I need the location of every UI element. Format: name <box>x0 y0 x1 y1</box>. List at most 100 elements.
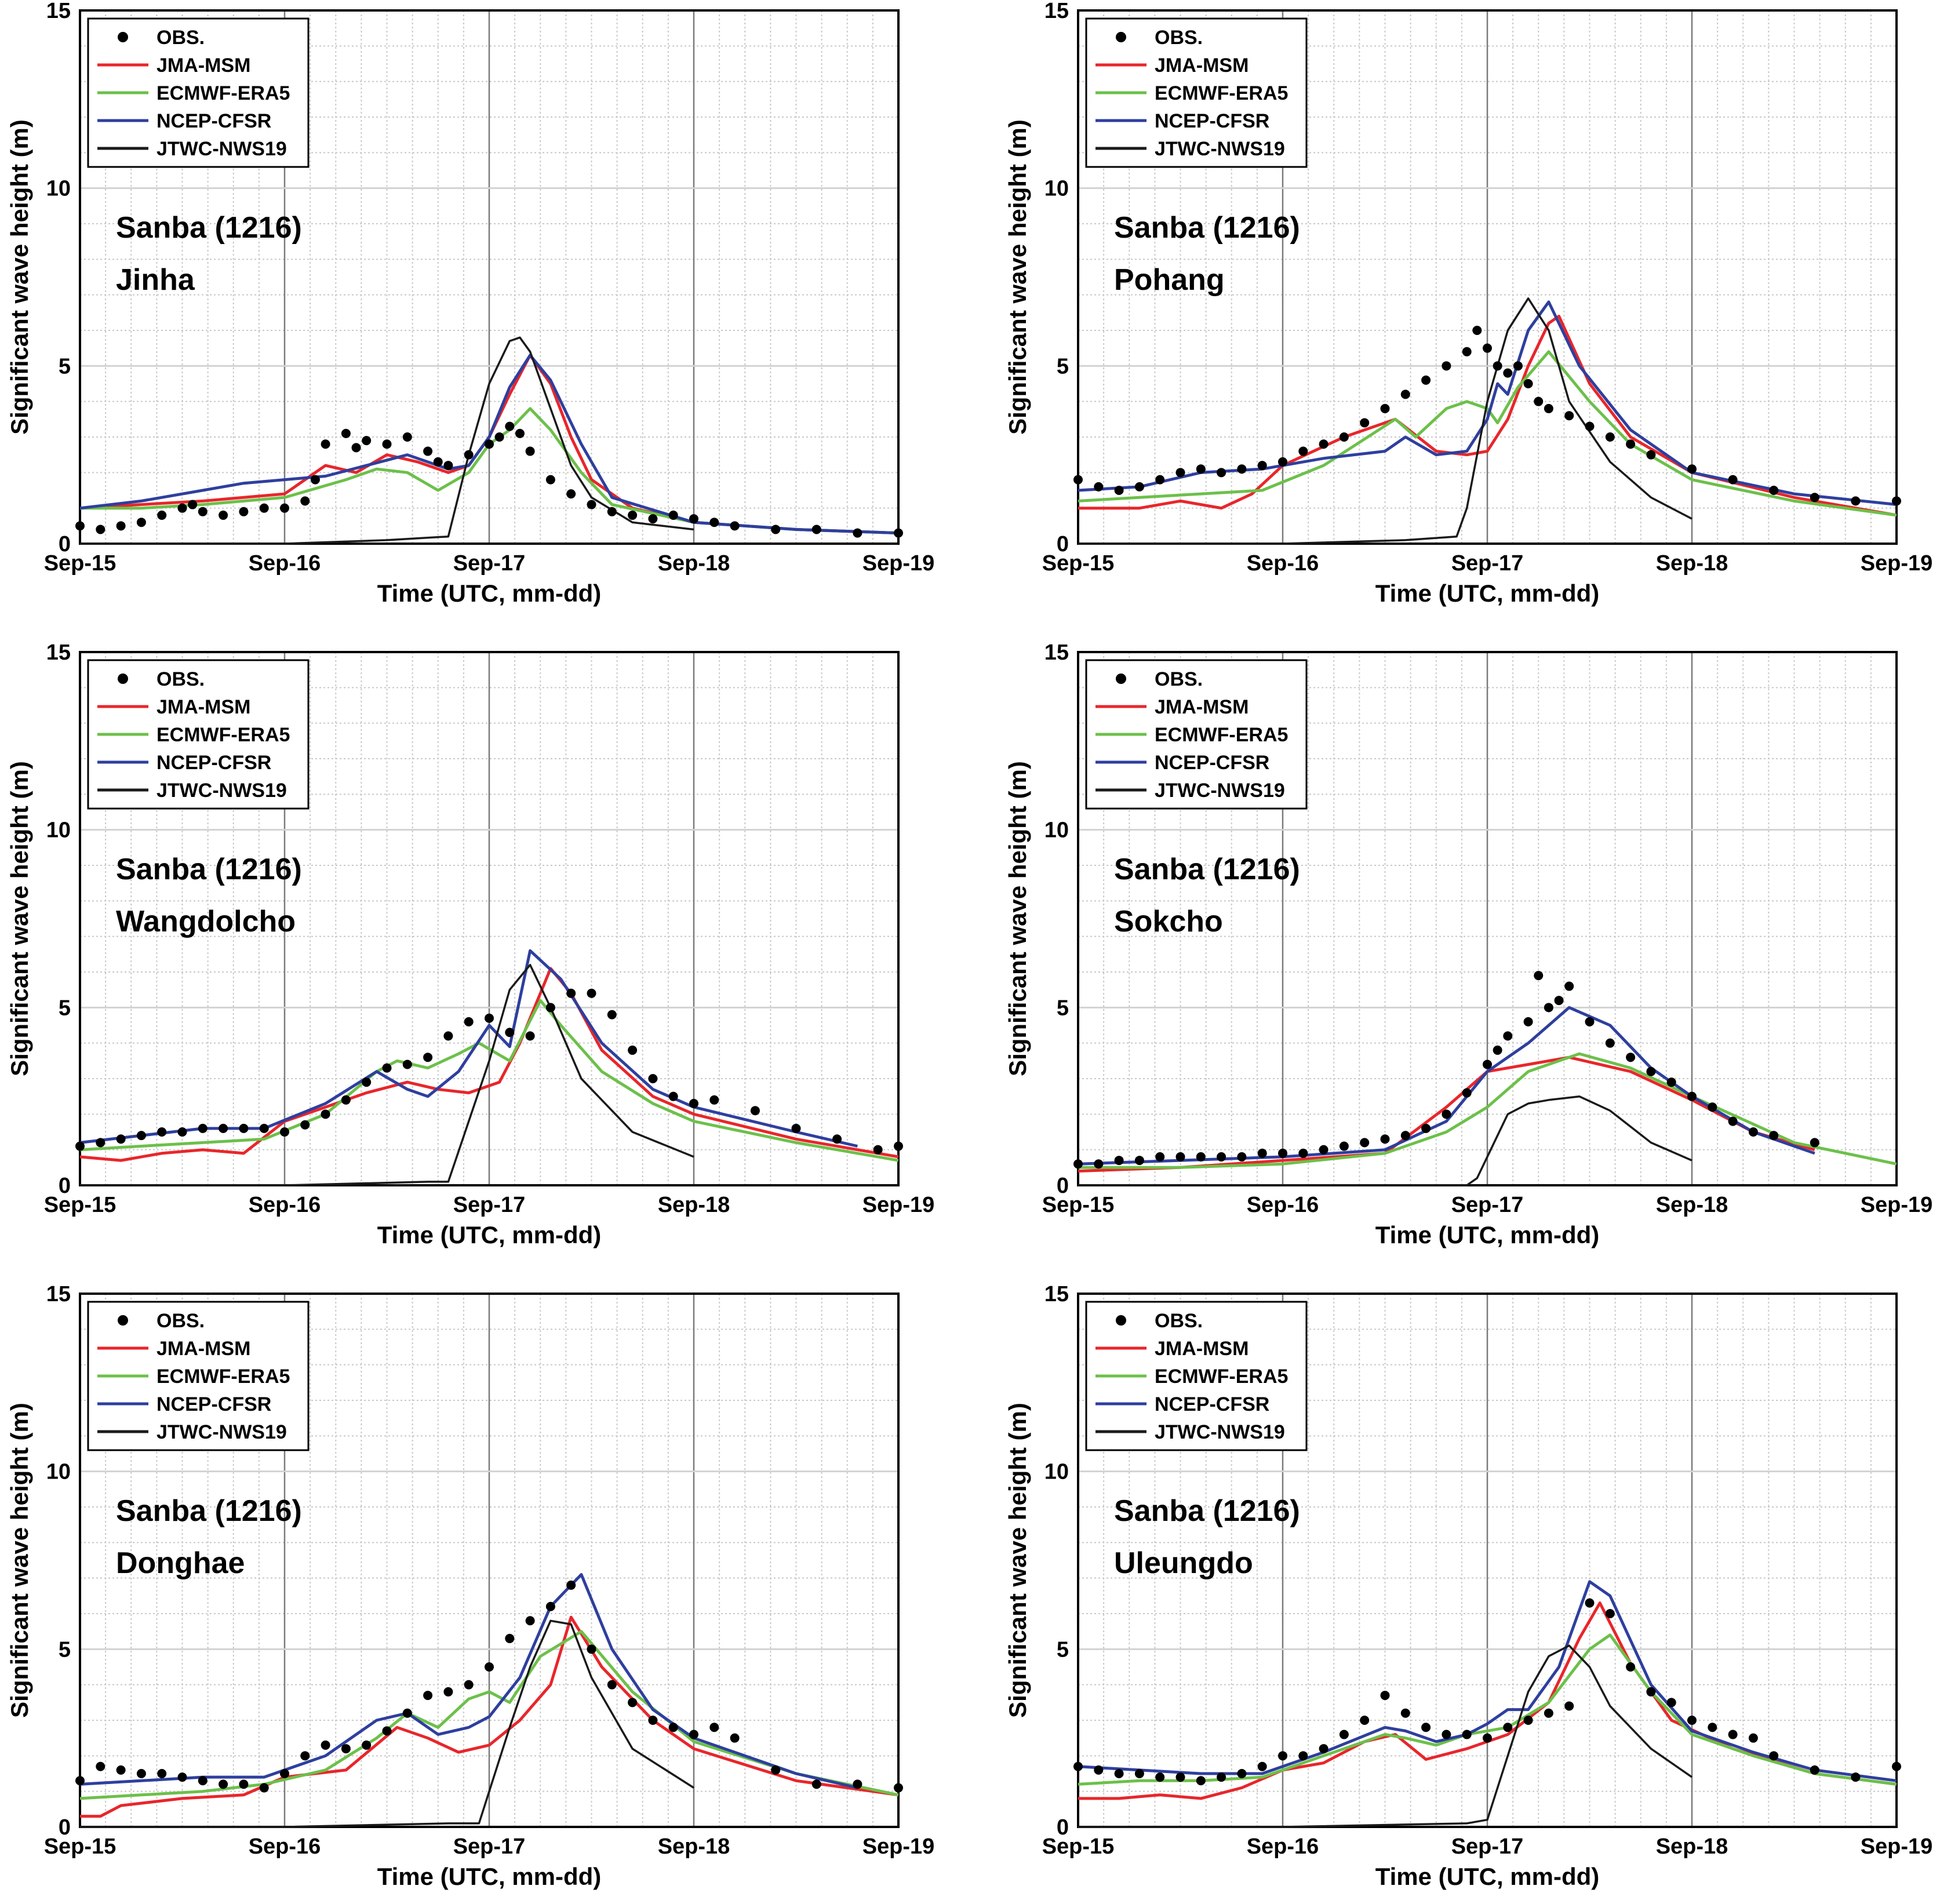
obs-point <box>198 1123 208 1133</box>
obs-point <box>280 503 289 513</box>
obs-point <box>811 525 821 534</box>
station-name: Jinha <box>116 263 195 297</box>
series-line-ncep-cfsr <box>79 949 858 1148</box>
obs-point <box>1462 1730 1472 1739</box>
obs-point <box>321 1740 330 1750</box>
obs-point <box>1666 1077 1676 1087</box>
x-tick-label: Sep-17 <box>453 551 526 576</box>
x-axis-label: Time (UTC, mm-dd) <box>1375 1863 1600 1890</box>
obs-point <box>1626 439 1636 449</box>
obs-point <box>505 1633 515 1643</box>
x-tick-label: Sep-17 <box>453 1193 526 1217</box>
legend-marker <box>1116 1315 1126 1326</box>
obs-point <box>1298 1751 1308 1761</box>
legend: OBS. JMA-MSM ECMWF-ERA5 NCEP-CFSR JTWC-NWS19 <box>87 1301 310 1451</box>
obs-point <box>668 1091 678 1101</box>
chart-panel-sokcho: Sep-15 Sep-16 Sep-17 Sep-18 Sep-19 0 5 10 15 Time… <box>1004 640 1932 1248</box>
obs-point <box>1155 1772 1165 1782</box>
obs-point <box>464 1680 474 1690</box>
obs-point <box>1554 996 1564 1006</box>
obs-point <box>1400 389 1410 399</box>
series-line-jtwc-nws19 <box>1078 297 1693 545</box>
obs-point <box>1339 1730 1349 1739</box>
series-line-ncep-cfsr <box>79 1573 858 1789</box>
obs-point <box>219 1123 228 1133</box>
y-tick-label: 5 <box>59 1637 71 1662</box>
x-tick-label: Sep-19 <box>1861 1834 1933 1859</box>
x-tick-label: Sep-17 <box>1451 551 1524 576</box>
obs-point <box>587 500 596 509</box>
obs-point <box>219 1779 228 1789</box>
legend-label: JTWC-NWS19 <box>156 138 287 160</box>
obs-point <box>811 1779 821 1789</box>
y-tick-label: 10 <box>1044 818 1069 843</box>
obs-point <box>1217 1152 1226 1162</box>
obs-point <box>1605 1038 1615 1048</box>
y-tick-label: 15 <box>1044 1282 1069 1306</box>
legend: OBS. JMA-MSM ECMWF-ERA5 NCEP-CFSR JTWC-NWS19 <box>87 17 310 168</box>
x-tick-label: Sep-19 <box>1861 551 1933 576</box>
series-line-jtwc-nws19 <box>80 1619 694 1828</box>
obs-point <box>1237 1769 1247 1778</box>
obs-point <box>310 475 320 485</box>
obs-point <box>1360 418 1370 428</box>
y-tick-label: 0 <box>1057 1174 1069 1198</box>
obs-point <box>116 521 126 531</box>
x-tick-label: Sep-15 <box>1042 1193 1115 1217</box>
obs-point <box>853 528 862 538</box>
obs-point <box>1073 1761 1083 1771</box>
obs-point <box>136 518 146 527</box>
obs-point <box>730 1733 740 1743</box>
obs-point <box>1810 493 1819 503</box>
legend-label: JTWC-NWS19 <box>1155 138 1285 160</box>
legend-label: OBS. <box>156 1310 205 1332</box>
obs-point <box>1810 1765 1819 1775</box>
y-axis-label: Significant wave height (m) <box>6 119 33 435</box>
typhoon-name: Sanba (1216) <box>1114 1494 1300 1528</box>
obs-point <box>1534 396 1544 406</box>
x-tick-label: Sep-16 <box>1247 1834 1319 1859</box>
obs-point <box>1319 1145 1328 1155</box>
legend-label: ECMWF-ERA5 <box>1155 724 1288 746</box>
obs-point <box>1073 475 1083 485</box>
x-tick-label: Sep-18 <box>658 1834 730 1859</box>
obs-point <box>505 421 515 431</box>
obs-point <box>1472 326 1482 335</box>
obs-point <box>382 1063 392 1073</box>
obs-point <box>750 1106 760 1116</box>
obs-point <box>198 1776 208 1786</box>
obs-point <box>443 461 453 471</box>
x-tick-label: Sep-19 <box>1861 1193 1933 1217</box>
obs-point <box>1493 1045 1502 1055</box>
obs-point <box>648 1716 658 1725</box>
obs-point <box>116 1134 126 1144</box>
legend-label: JTWC-NWS19 <box>1155 780 1285 802</box>
obs-point <box>485 1013 494 1023</box>
obs-point <box>1421 1723 1431 1732</box>
typhoon-name: Sanba (1216) <box>1114 211 1300 245</box>
obs-point <box>259 1123 269 1133</box>
x-axis-label: Time (UTC, mm-dd) <box>377 1863 602 1890</box>
legend-label: JTWC-NWS19 <box>156 1421 287 1443</box>
obs-point <box>1892 1761 1901 1771</box>
legend-label: NCEP-CFSR <box>1155 1393 1269 1415</box>
x-tick-label: Sep-15 <box>1042 551 1115 576</box>
y-tick-label: 15 <box>1044 640 1069 665</box>
obs-point <box>402 1708 412 1718</box>
obs-point <box>1564 411 1574 421</box>
obs-point <box>1687 464 1697 474</box>
obs-point <box>1217 1772 1226 1782</box>
legend-marker <box>1116 674 1126 684</box>
obs-point <box>689 514 698 524</box>
series-line-jma-msm <box>79 967 899 1162</box>
obs-point <box>1810 1138 1819 1148</box>
y-tick-label: 0 <box>1057 1815 1069 1840</box>
obs-point <box>494 432 504 442</box>
y-tick-label: 15 <box>46 1282 71 1306</box>
y-tick-label: 0 <box>1057 532 1069 556</box>
obs-point <box>1380 1691 1390 1701</box>
typhoon-name: Sanba (1216) <box>116 853 302 886</box>
obs-point <box>362 1077 372 1087</box>
y-axis-label: Significant wave height (m) <box>6 761 33 1076</box>
obs-point <box>1503 368 1513 378</box>
